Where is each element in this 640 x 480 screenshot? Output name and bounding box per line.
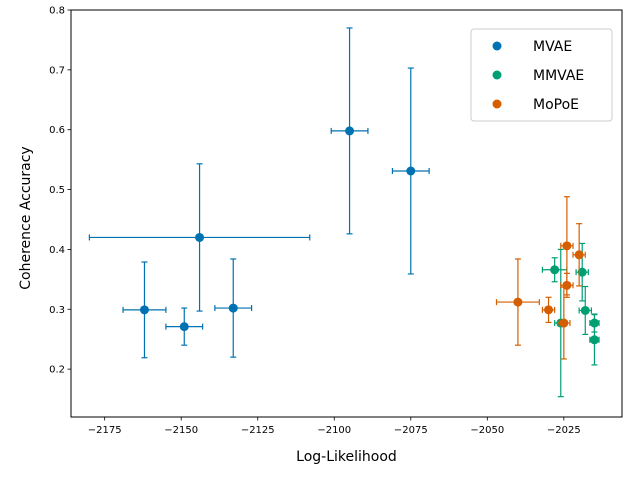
data-marks: [88, 27, 600, 398]
x-tick-label: −2100: [317, 425, 351, 436]
legend-label-mvae: MVAE: [533, 39, 572, 55]
mopoe-point: [562, 241, 572, 251]
mopoe-point-group: [560, 196, 574, 296]
x-axis: −2175 −2150 −2125 −2100 −2075 −2050 −2025: [88, 417, 581, 436]
mvae-point: [139, 305, 149, 315]
x-tick-label: −2125: [241, 425, 275, 436]
mvae-point-group: [88, 163, 311, 312]
mvae-point-group: [330, 27, 369, 235]
mvae-point: [228, 303, 238, 313]
mopoe-point: [574, 250, 584, 260]
y-tick-label: 0.7: [49, 65, 65, 76]
x-axis-label: Log-Likelihood: [296, 449, 397, 465]
mopoe-point-group: [495, 258, 540, 346]
legend-label-mmvae: MMVAE: [533, 68, 584, 84]
legend-box: [470, 28, 613, 122]
legend-marker-mopoe: [492, 99, 502, 109]
x-tick-label: −2175: [88, 425, 122, 436]
mmvae-point: [577, 267, 587, 277]
mvae-point-group: [122, 261, 167, 359]
mmvae-point: [580, 305, 590, 315]
mvae-point-group: [391, 67, 430, 275]
legend-marker-mmvae: [492, 70, 502, 80]
y-tick-label: 0.5: [49, 185, 65, 196]
mvae-point-group: [165, 307, 204, 346]
legend-marker-mvae: [492, 41, 502, 51]
mmvae-point: [589, 335, 599, 345]
y-tick-label: 0.6: [49, 125, 65, 136]
mmvae-point-group: [541, 257, 568, 283]
y-tick-label: 0.3: [49, 305, 65, 316]
y-tick-label: 0.8: [49, 6, 65, 17]
legend: MVAE MMVAE MoPoE: [470, 28, 613, 122]
legend-label-mopoe: MoPoE: [533, 97, 579, 113]
mvae-point: [345, 126, 355, 136]
x-tick-label: −2025: [547, 425, 581, 436]
mopoe-point: [544, 305, 554, 315]
mvae-point: [406, 166, 416, 176]
y-tick-label: 0.2: [49, 365, 65, 376]
mmvae-point: [550, 265, 560, 275]
x-tick-label: −2150: [164, 425, 198, 436]
mopoe-point: [513, 297, 523, 307]
mopoe-point: [559, 318, 569, 328]
x-tick-label: −2050: [470, 425, 504, 436]
mopoe-point-group: [541, 296, 556, 324]
y-tick-label: 0.4: [49, 245, 65, 256]
mvae-point-group: [214, 258, 253, 358]
y-axis: 0.2 0.3 0.4 0.5 0.6 0.7 0.8: [49, 6, 71, 376]
y-axis-label: Coherence Accuracy: [18, 146, 34, 289]
mvae-point: [195, 232, 205, 242]
mopoe-point-group: [572, 223, 586, 287]
mmvae-point-group: [578, 285, 592, 336]
x-tick-label: −2075: [394, 425, 428, 436]
mmvae-point-group: [589, 314, 600, 366]
mvae-point: [179, 322, 189, 332]
